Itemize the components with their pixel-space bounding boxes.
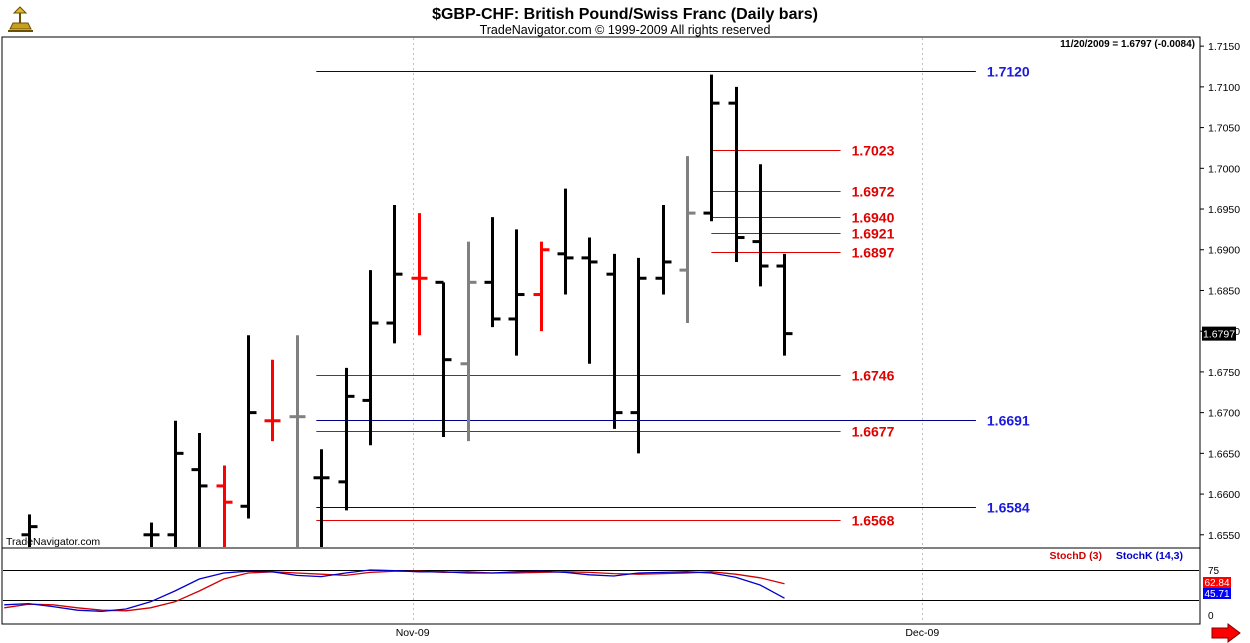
ohlc-bar xyxy=(167,420,184,547)
ohlc-bar xyxy=(655,204,672,295)
ohlc-bar xyxy=(533,241,550,332)
watermark-text: TradeNavigator.com xyxy=(6,536,100,548)
ohlc-bar xyxy=(216,465,233,547)
price-panel-frame xyxy=(1,36,1201,549)
level-label: 1.6584 xyxy=(987,500,1030,516)
ohlc-bar xyxy=(581,237,598,364)
ohlc-bars xyxy=(21,74,793,547)
ohlc-bar xyxy=(264,359,281,442)
price-tick-label: 1.7150 xyxy=(1208,41,1240,53)
ohlc-bar xyxy=(362,270,379,446)
ohlc-bar xyxy=(606,253,623,429)
ohlc-bar-group xyxy=(21,74,793,547)
ohlc-bar xyxy=(289,335,306,547)
sextant-logo-icon[interactable] xyxy=(4,3,37,34)
price-tick-label: 1.7100 xyxy=(1208,82,1240,94)
stoch-readout-label: 45.71 xyxy=(1204,589,1229,600)
level-label: 1.6568 xyxy=(852,513,895,529)
ohlc-bar xyxy=(386,204,403,344)
price-tick-label: 1.6950 xyxy=(1208,204,1240,216)
level-label: 1.6921 xyxy=(852,226,895,242)
stoch-readout-bg xyxy=(1203,577,1231,588)
level-label: 1.6691 xyxy=(987,413,1030,429)
last-bar-info: 11/20/2009 = 1.6797 (-0.0084) xyxy=(1060,39,1195,50)
stoch-tick-label: 75 xyxy=(1208,566,1220,577)
ohlc-bar xyxy=(411,213,428,336)
date-tick-label: Nov-09 xyxy=(396,627,430,639)
ohlc-bar xyxy=(240,335,257,519)
last-price-label: 1.6797 xyxy=(1203,329,1235,341)
ohlc-bar xyxy=(21,514,38,547)
level-label: 1.7120 xyxy=(987,64,1030,80)
date-tick-label: Dec-09 xyxy=(905,627,939,639)
price-tick-label: 1.6900 xyxy=(1208,245,1240,257)
price-tick-label: 1.6750 xyxy=(1208,367,1240,379)
price-tick-label: 1.7050 xyxy=(1208,123,1240,135)
ohlc-bar xyxy=(313,449,330,547)
ohlc-bar xyxy=(338,367,355,511)
level-label: 1.6972 xyxy=(852,184,895,200)
stoch-k-legend: StochK (14,3) xyxy=(1116,550,1183,562)
level-label: 1.6940 xyxy=(852,210,895,226)
level-label: 1.6677 xyxy=(852,424,895,440)
date-axis: Nov-09 Dec-09 xyxy=(396,627,940,639)
price-tick-label: 1.6700 xyxy=(1208,408,1240,420)
ohlc-bar xyxy=(703,74,720,222)
copyright-text: TradeNavigator.com © 1999-2009 All right… xyxy=(480,23,771,37)
price-tick-label: 1.6550 xyxy=(1208,530,1240,542)
price-tick-label: 1.7000 xyxy=(1208,163,1240,175)
ohlc-bar xyxy=(484,217,501,328)
price-axis: 1.7150 1.7100 1.7050 1.7000 1.6950 1.6900 1.68… xyxy=(1200,41,1240,542)
level-label: 1.7023 xyxy=(852,143,895,159)
chart-title: $GBP-CHF: British Pound/Swiss Franc (Dai… xyxy=(432,6,818,23)
red-right-arrow-icon[interactable] xyxy=(1211,623,1241,643)
ohlc-bar xyxy=(630,257,647,454)
price-tick-label: 1.6850 xyxy=(1208,285,1240,297)
ohlc-bar xyxy=(679,156,696,324)
stoch-d-legend: StochD (3) xyxy=(1050,550,1103,562)
stoch-readout-label: 62.84 xyxy=(1204,578,1229,589)
ohlc-bar xyxy=(508,229,525,356)
ohlc-bar xyxy=(557,188,574,295)
level-label: 1.6897 xyxy=(852,245,895,261)
price-tick-label: 1.6650 xyxy=(1208,448,1240,460)
level-label: 1.6746 xyxy=(852,368,895,384)
price-tick-label: 1.6600 xyxy=(1208,489,1240,501)
last-price-tag: 1.6797 xyxy=(1202,326,1236,341)
stoch-readout-bg xyxy=(1203,588,1231,599)
ohlc-bar xyxy=(776,253,793,356)
ohlc-bar xyxy=(728,86,745,262)
stoch-series-line xyxy=(4,569,785,613)
ohlc-bar xyxy=(143,522,160,547)
ohlc-bar xyxy=(752,164,769,287)
ohlc-bar xyxy=(191,432,208,547)
ohlc-bar xyxy=(435,280,452,438)
stoch-tick-label: 0 xyxy=(1208,611,1214,622)
ohlc-bar xyxy=(460,241,477,442)
stochastic-panel-frame xyxy=(1,547,1201,625)
